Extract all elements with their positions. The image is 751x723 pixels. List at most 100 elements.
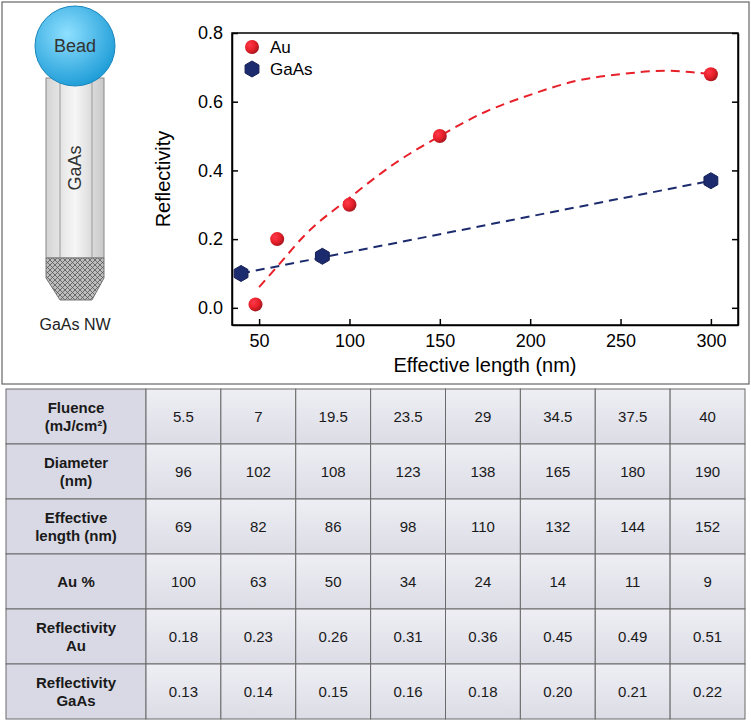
tick-mark bbox=[732, 239, 738, 241]
table-cell bbox=[446, 609, 521, 664]
table-value: 0.36 bbox=[468, 628, 497, 645]
x-axis-title: Effective length (nm) bbox=[393, 354, 576, 376]
table-value: 180 bbox=[620, 463, 645, 480]
data-point bbox=[704, 67, 718, 81]
row-header: Au % bbox=[57, 573, 95, 590]
table-cell bbox=[146, 554, 221, 609]
table-value: 50 bbox=[325, 573, 342, 590]
diagram-caption: GaAs NW bbox=[39, 316, 111, 333]
tick-mark bbox=[620, 319, 622, 325]
table-value: 5.5 bbox=[173, 408, 194, 425]
data-point bbox=[270, 232, 284, 246]
data-point bbox=[433, 129, 447, 143]
table-value: 34 bbox=[400, 573, 417, 590]
table-cell bbox=[221, 444, 296, 499]
legend-item: GaAs bbox=[245, 60, 312, 79]
table-value: 0.31 bbox=[393, 628, 422, 645]
table-cell bbox=[371, 389, 446, 444]
table-value: 0.18 bbox=[468, 683, 497, 700]
table-value: 69 bbox=[175, 518, 192, 535]
table-value: 63 bbox=[250, 573, 267, 590]
table-value: 110 bbox=[471, 518, 495, 535]
table-cell bbox=[146, 664, 221, 719]
table-value: 34.5 bbox=[543, 408, 572, 425]
tick-mark bbox=[732, 170, 738, 172]
table-cell bbox=[146, 444, 221, 499]
table-cell bbox=[520, 664, 595, 719]
table-value: 37.5 bbox=[618, 408, 647, 425]
table-cell bbox=[670, 444, 745, 499]
tick: 200 bbox=[516, 319, 546, 351]
legend-label: Au bbox=[270, 38, 291, 57]
tick bbox=[732, 308, 738, 309]
tick: 50 bbox=[250, 319, 270, 351]
table-value: 98 bbox=[400, 518, 417, 535]
wire-edge bbox=[60, 78, 61, 258]
tick-mark bbox=[259, 319, 261, 325]
data-point bbox=[315, 248, 329, 264]
row-header-cell bbox=[6, 664, 146, 719]
table-value: 82 bbox=[250, 518, 267, 535]
table-cell bbox=[670, 664, 745, 719]
table-value: 0.23 bbox=[244, 628, 273, 645]
table-value: 100 bbox=[171, 573, 196, 590]
table-value: 132 bbox=[545, 518, 570, 535]
x-tick-label: 100 bbox=[335, 331, 365, 351]
row-header-cell bbox=[6, 499, 146, 554]
row-header: Effectivelength (nm) bbox=[35, 509, 117, 544]
table-value: 190 bbox=[695, 463, 720, 480]
tick-mark bbox=[232, 239, 238, 241]
table-cell bbox=[670, 499, 745, 554]
x-tick-label: 300 bbox=[696, 331, 726, 351]
table-value: 19.5 bbox=[319, 408, 348, 425]
tick: 300 bbox=[696, 319, 726, 351]
y-tick-label: 0.8 bbox=[198, 23, 223, 43]
table-value: 0.45 bbox=[543, 628, 572, 645]
table-cell bbox=[595, 499, 670, 554]
table-value: 0.22 bbox=[693, 683, 722, 700]
row-header-cell bbox=[6, 389, 146, 444]
table-value: 0.18 bbox=[169, 628, 198, 645]
row-header: ReflectivityAu bbox=[36, 619, 117, 654]
tick-mark bbox=[440, 319, 442, 325]
table-cell bbox=[296, 554, 371, 609]
y-tick-label: 0.4 bbox=[198, 161, 223, 181]
table-value: 0.26 bbox=[319, 628, 348, 645]
table-value: 0.20 bbox=[543, 683, 572, 700]
table-value: 24 bbox=[475, 573, 492, 590]
tick-mark bbox=[232, 101, 238, 103]
table-cell bbox=[670, 389, 745, 444]
table-value: 108 bbox=[321, 463, 346, 480]
legend-label: GaAs bbox=[270, 60, 313, 79]
x-tick-label: 150 bbox=[425, 331, 455, 351]
table-cell bbox=[446, 554, 521, 609]
table-cell bbox=[371, 554, 446, 609]
tick: 150 bbox=[425, 319, 455, 351]
tick-mark bbox=[232, 308, 238, 310]
table-cell bbox=[296, 609, 371, 664]
panel-frame bbox=[2, 2, 749, 384]
table-value: 0.13 bbox=[169, 683, 198, 700]
table-cell bbox=[371, 444, 446, 499]
tick-mark bbox=[711, 319, 713, 325]
y-axis-title: Reflectivity bbox=[152, 131, 174, 228]
table-cell bbox=[446, 499, 521, 554]
row-header-cell bbox=[6, 554, 146, 609]
tick-mark bbox=[732, 101, 738, 103]
table-value: 138 bbox=[470, 463, 495, 480]
table-cell bbox=[595, 389, 670, 444]
fit-line bbox=[241, 181, 711, 274]
table-cell bbox=[670, 554, 745, 609]
table-cell bbox=[446, 389, 521, 444]
x-tick-label: 50 bbox=[250, 331, 270, 351]
table-value: 23.5 bbox=[393, 408, 422, 425]
y-tick-label: 0.6 bbox=[198, 92, 223, 112]
y-tick-label: 0.2 bbox=[198, 229, 223, 249]
table-value: 102 bbox=[246, 463, 271, 480]
bead bbox=[35, 6, 115, 86]
table-value: 29 bbox=[475, 408, 492, 425]
table-cell bbox=[520, 554, 595, 609]
tick-mark bbox=[349, 319, 351, 325]
tick: 250 bbox=[606, 319, 636, 351]
table-value: 144 bbox=[620, 518, 645, 535]
